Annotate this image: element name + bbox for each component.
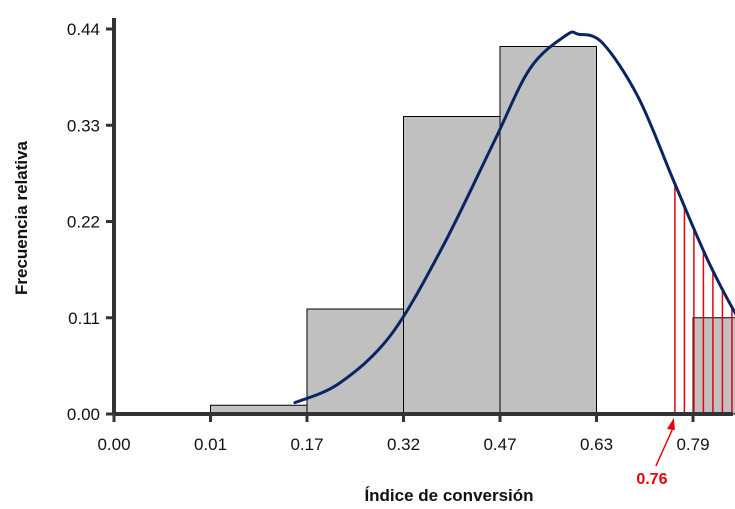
x-tick-label: 0.32 (387, 435, 420, 454)
x-axis-title: Índice de conversión (364, 486, 533, 505)
axis-ticks (106, 27, 695, 422)
y-tick-label: 0.00 (67, 405, 100, 424)
tail-shading (674, 183, 733, 414)
y-tick-label: 0.22 (67, 213, 100, 232)
x-tick-label: 0.63 (580, 435, 613, 454)
y-tick-label: 0.11 (68, 309, 100, 328)
histogram-bar (499, 46, 597, 415)
histogram-bar (692, 317, 735, 415)
y-tick-label: 0.44 (67, 20, 100, 39)
x-tick-label: 0.00 (97, 435, 130, 454)
histogram-bar (306, 308, 404, 415)
x-tick-label: 0.79 (676, 435, 709, 454)
marker-arrow (655, 425, 675, 467)
axes (112, 18, 733, 416)
x-tick-label: 0.01 (194, 435, 227, 454)
histogram-bars (210, 46, 735, 415)
y-axis-title: Frecuencia relativa (12, 140, 31, 295)
density-curve (293, 30, 735, 405)
threshold-marker: 0.76 (636, 418, 675, 488)
y-tick-label: 0.33 (67, 116, 100, 135)
x-tick-label: 0.47 (483, 435, 516, 454)
x-tick-label: 0.17 (290, 435, 323, 454)
marker-arrowhead (666, 418, 675, 430)
tick-labels: 0.00 0.11 0.22 0.33 0.44 0.00 0.01 0.17 0.32 0.47… (67, 20, 710, 454)
marker-label: 0.76 (636, 471, 667, 488)
